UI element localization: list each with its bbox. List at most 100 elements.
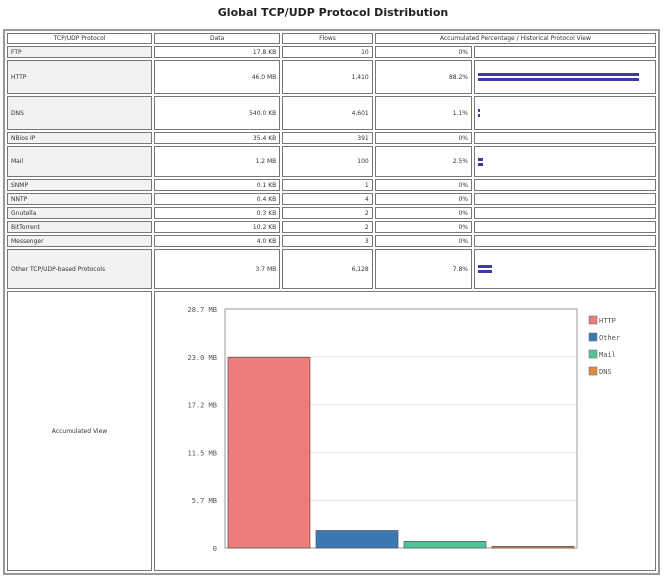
protocol-name: Gnutella (7, 207, 152, 219)
percentage-bar-cell (474, 249, 656, 289)
legend-swatch (588, 349, 598, 359)
percentage-value: 1.1% (374, 96, 472, 130)
flows-value: 1 (282, 179, 373, 191)
protocol-name: NNTP (7, 193, 152, 205)
percentage-value: 0% (374, 132, 472, 144)
table-row: NBios IP 35.4 KB 391 0% (7, 132, 656, 144)
table-row: Gnutella 0.3 KB 2 0% (7, 207, 656, 219)
bar-other (315, 530, 399, 549)
data-value: 35.4 KB (154, 132, 281, 144)
legend-swatch (588, 366, 598, 376)
percentage-value: 0% (374, 235, 472, 247)
flows-value: 100 (282, 146, 373, 177)
protocol-name: HTTP (7, 60, 152, 94)
flows-value: 4,601 (282, 96, 373, 130)
protocol-name: NBios IP (7, 132, 152, 144)
flows-value: 2 (282, 221, 373, 233)
table-row: SNMP 0.1 KB 1 0% (7, 179, 656, 191)
data-value: 0.3 KB (154, 207, 281, 219)
percentage-bar-cell (474, 193, 656, 205)
table-row: DNS 540.0 KB 4,601 1.1% (7, 96, 656, 130)
protocol-name: SNMP (7, 179, 152, 191)
accumulated-bar-chart: 0 5.7 MB 11.5 MB 17.2 MB 23.0 MB 28.7 MB HTTP O… (187, 306, 620, 553)
percentage-bar (478, 73, 639, 76)
percentage-value: 2.5% (374, 146, 472, 177)
data-value: 46.0 MB (154, 60, 281, 94)
flows-value: 1,410 (282, 60, 373, 94)
flows-value: 2 (282, 207, 373, 219)
protocol-name: Other TCP/UDP-based Protocols (7, 249, 152, 289)
percentage-bar-cell (474, 60, 656, 94)
y-tick-label: 17.2 MB (187, 402, 217, 410)
percentage-value: 7.8% (374, 249, 472, 289)
percentage-bar-cell (474, 179, 656, 191)
percentage-bar-cell (474, 207, 656, 219)
table-row: FTP 17.8 KB 10 0% (7, 46, 656, 58)
table-row: Messenger 4.0 KB 3 0% (7, 235, 656, 247)
table-row: BitTorrent 10.2 KB 2 0% (7, 221, 656, 233)
protocol-name: Messenger (7, 235, 152, 247)
percentage-value: 0% (374, 207, 472, 219)
percentage-bar-cell (474, 146, 656, 177)
percentage-value: 88.2% (374, 60, 472, 94)
table-row: NNTP 0.4 KB 4 0% (7, 193, 656, 205)
legend-swatch (588, 315, 598, 325)
flows-value: 10 (282, 46, 373, 58)
legend-swatch (588, 332, 598, 342)
table-row: Other TCP/UDP-based Protocols 3.7 MB 6,1… (7, 249, 656, 289)
bar-mail (403, 540, 487, 549)
percentage-bar (478, 78, 639, 81)
data-value: 17.8 KB (154, 46, 281, 58)
protocol-name: Mail (7, 146, 152, 177)
flows-value: 4 (282, 193, 373, 205)
percentage-bar (478, 270, 493, 273)
y-tick-label: 11.5 MB (187, 449, 217, 457)
page-title: Global TCP/UDP Protocol Distribution (217, 6, 449, 19)
percentage-bar (478, 157, 483, 161)
data-value: 10.2 KB (154, 221, 281, 233)
percentage-value: 0% (374, 221, 472, 233)
percentage-value: 0% (374, 46, 472, 58)
header-percentage: Accumulated Percentage / Historical Prot… (374, 33, 656, 44)
percentage-bar (478, 162, 483, 166)
protocol-name: DNS (7, 96, 152, 130)
bar-dns (491, 545, 575, 549)
flows-value: 6,128 (282, 249, 373, 289)
data-value: 1.2 MB (154, 146, 281, 177)
data-value: 4.0 KB (154, 235, 281, 247)
y-tick-label: 28.7 MB (187, 306, 217, 314)
bar-http (227, 356, 311, 549)
percentage-bar-cell (474, 46, 656, 58)
protocol-name: BitTorrent (7, 221, 152, 233)
data-value: 540.0 KB (154, 96, 281, 130)
percentage-bar (478, 265, 493, 268)
percentage-bar-cell (474, 96, 656, 130)
percentage-value: 0% (374, 179, 472, 191)
protocol-table: TCP/UDP Protocol Data Flows Accumulated … (3, 29, 660, 575)
legend-label: DNS (599, 368, 612, 376)
percentage-bar (478, 109, 480, 112)
legend-label: Mail (599, 351, 616, 359)
table-row: HTTP 46.0 MB 1,410 88.2% (7, 60, 656, 94)
percentage-bar-cell (474, 235, 656, 247)
data-value: 3.7 MB (154, 249, 281, 289)
protocol-name: FTP (7, 46, 152, 58)
header-flows: Flows (282, 33, 373, 44)
data-value: 0.1 KB (154, 179, 281, 191)
percentage-bar-cell (474, 221, 656, 233)
data-value: 0.4 KB (154, 193, 281, 205)
legend-label: HTTP (599, 317, 616, 325)
legend-label: Other (599, 334, 620, 342)
accumulated-view-label: Accumulated View (7, 291, 152, 571)
chart-cell: 0 5.7 MB 11.5 MB 17.2 MB 23.0 MB 28.7 MB HTTP O… (154, 291, 656, 571)
percentage-bar (478, 114, 480, 117)
percentage-value: 0% (374, 193, 472, 205)
y-tick-label: 0 (213, 545, 217, 553)
flows-value: 3 (282, 235, 373, 247)
header-data: Data (154, 33, 281, 44)
flows-value: 391 (282, 132, 373, 144)
header-protocol: TCP/UDP Protocol (7, 33, 152, 44)
table-row: Mail 1.2 MB 100 2.5% (7, 146, 656, 177)
y-tick-label: 23.0 MB (187, 354, 217, 362)
y-tick-label: 5.7 MB (192, 497, 217, 505)
